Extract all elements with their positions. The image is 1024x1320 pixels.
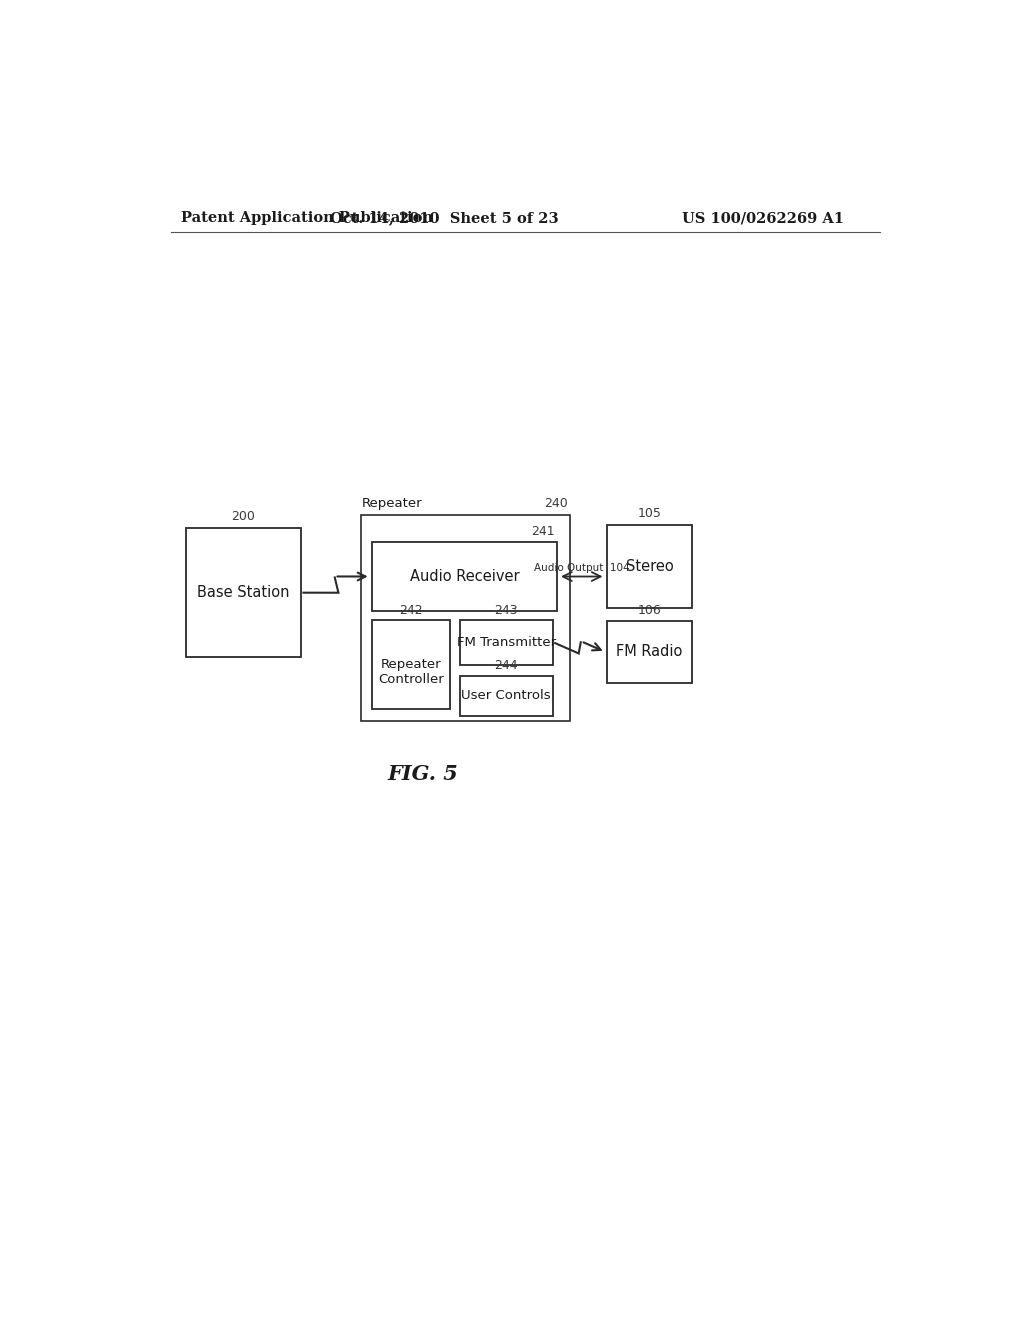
Text: Oct. 14, 2010  Sheet 5 of 23: Oct. 14, 2010 Sheet 5 of 23 xyxy=(330,211,558,226)
Text: 241: 241 xyxy=(531,525,555,539)
Text: Base Station: Base Station xyxy=(198,585,290,601)
Bar xyxy=(360,515,569,721)
Bar xyxy=(607,622,692,682)
Bar xyxy=(607,525,692,609)
Text: FM Radio: FM Radio xyxy=(616,644,683,660)
Bar xyxy=(460,676,553,715)
Text: 240: 240 xyxy=(545,498,568,511)
Bar xyxy=(372,620,450,709)
Text: FM Transmitter: FM Transmitter xyxy=(457,636,556,649)
Bar xyxy=(460,620,553,665)
Text: Stereo: Stereo xyxy=(626,558,674,574)
Bar xyxy=(186,528,301,657)
Text: 105: 105 xyxy=(638,507,662,520)
Text: FIG. 5: FIG. 5 xyxy=(387,764,458,784)
Text: Audio Output  104: Audio Output 104 xyxy=(534,562,630,573)
Text: Repeater
Controller: Repeater Controller xyxy=(378,659,443,686)
Text: Patent Application Publication: Patent Application Publication xyxy=(180,211,433,226)
Text: Audio Receiver: Audio Receiver xyxy=(410,569,519,583)
Text: 106: 106 xyxy=(638,603,662,616)
Text: 242: 242 xyxy=(399,603,423,616)
Text: User Controls: User Controls xyxy=(462,689,551,702)
Text: Repeater: Repeater xyxy=(362,498,423,511)
Bar xyxy=(372,543,557,611)
Text: 200: 200 xyxy=(231,511,255,524)
Text: 244: 244 xyxy=(495,659,518,672)
Text: 243: 243 xyxy=(495,603,518,616)
Text: US 100/0262269 A1: US 100/0262269 A1 xyxy=(683,211,845,226)
